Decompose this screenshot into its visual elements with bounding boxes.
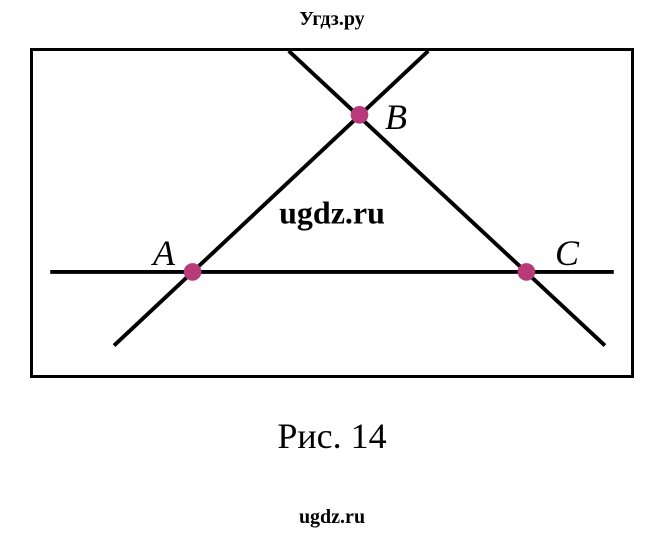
footer-text: ugdz.ru [299,506,365,529]
diagram-frame: A B C ugdz.ru [30,48,634,378]
header-text: Угдз.ру [299,8,364,31]
figure-caption: Рис. 14 [277,415,386,457]
point-label-b: B [385,96,407,138]
diagram-point-c [518,263,536,281]
diagram-point-b [351,106,369,124]
point-label-a: A [153,232,175,274]
watermark-text: ugdz.ru [279,195,385,232]
point-label-c: C [555,232,579,274]
diagram-point-a [184,263,202,281]
